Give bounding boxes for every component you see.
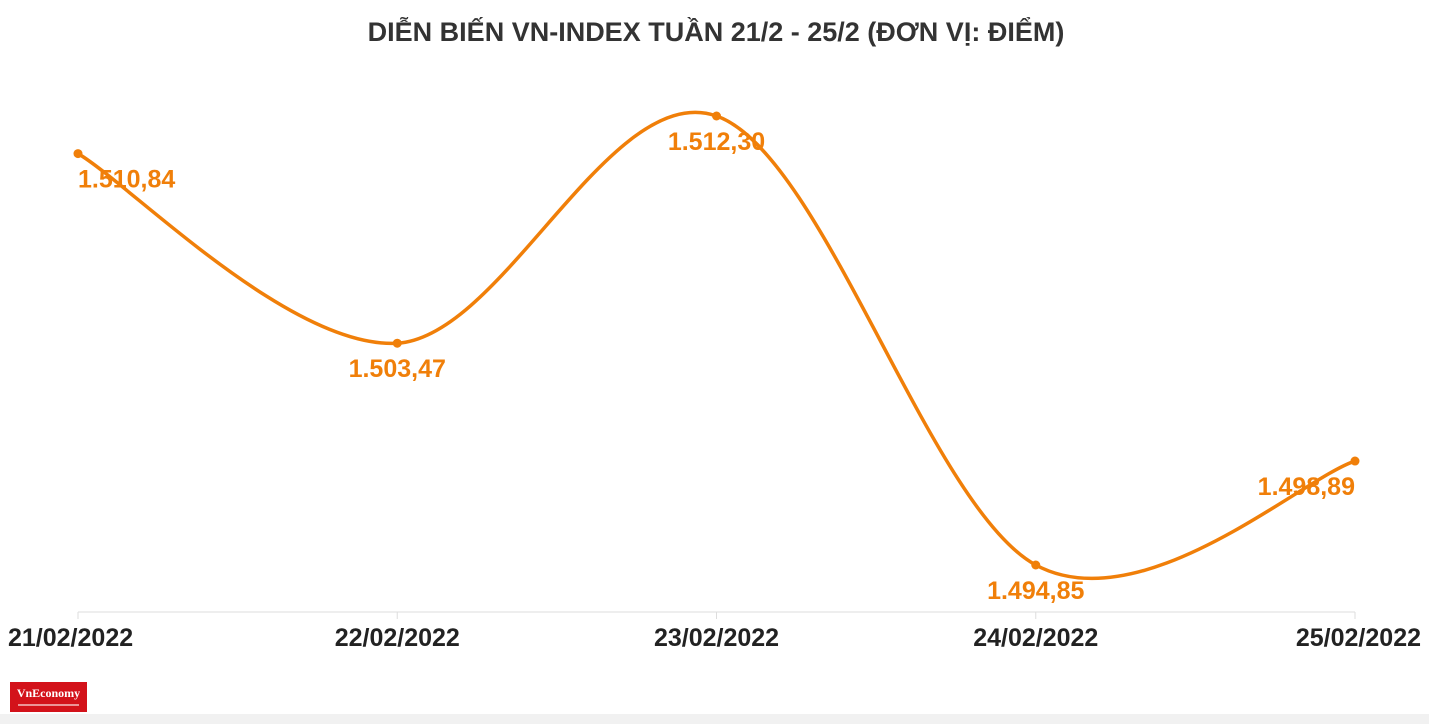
bottom-bar bbox=[0, 714, 1429, 724]
data-label-3: 1.512,30 bbox=[668, 128, 765, 156]
logo-text: VnEconomy bbox=[16, 686, 81, 700]
chart-title: DIỄN BIẾN VN-INDEX TUẦN 21/2 - 25/2 (ĐƠN… bbox=[368, 16, 1065, 47]
series-line bbox=[76, 110, 1357, 581]
data-point-1[interactable] bbox=[73, 149, 83, 159]
data-label-1: 1.510,84 bbox=[78, 166, 175, 194]
x-tick-label-2: 22/02/2022 bbox=[335, 624, 460, 652]
data-label-4: 1.494,85 bbox=[987, 577, 1084, 605]
data-point-5[interactable] bbox=[1350, 456, 1360, 466]
x-tick-label-4: 24/02/2022 bbox=[973, 624, 1098, 652]
x-tick-label-1: 21/02/2022 bbox=[8, 624, 133, 652]
data-point-4[interactable] bbox=[1031, 560, 1041, 570]
vneconomy-logo: VnEconomy bbox=[10, 682, 87, 712]
data-label-5: 1.498,89 bbox=[1258, 473, 1355, 501]
data-point-2[interactable] bbox=[392, 338, 402, 348]
x-tick-label-5: 25/02/2022 bbox=[1296, 624, 1421, 652]
x-tick-label-3: 23/02/2022 bbox=[654, 624, 779, 652]
logo-tagline-line bbox=[18, 704, 79, 706]
data-point-3[interactable] bbox=[712, 111, 721, 121]
data-label-2: 1.503,47 bbox=[349, 355, 446, 383]
